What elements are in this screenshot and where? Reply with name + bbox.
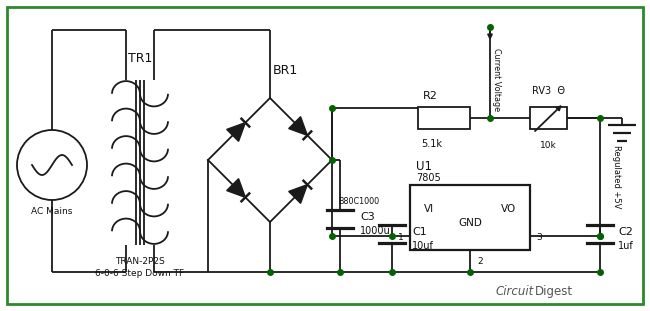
Text: 2: 2: [477, 258, 483, 267]
Text: RV3  Θ: RV3 Θ: [532, 86, 565, 96]
Text: Circuit: Circuit: [495, 285, 533, 298]
Text: 10uf: 10uf: [412, 241, 434, 251]
FancyBboxPatch shape: [530, 107, 567, 129]
Text: TR1: TR1: [128, 52, 152, 64]
Text: C3: C3: [360, 212, 375, 222]
Text: VO: VO: [500, 205, 516, 215]
Text: B80C1000: B80C1000: [338, 197, 379, 207]
Polygon shape: [289, 185, 307, 203]
Text: TRAN-2P2S: TRAN-2P2S: [115, 257, 165, 266]
Text: C2: C2: [618, 227, 633, 237]
FancyBboxPatch shape: [418, 107, 470, 129]
Polygon shape: [289, 117, 307, 135]
FancyBboxPatch shape: [410, 185, 530, 250]
Polygon shape: [227, 179, 245, 197]
Text: 5.1k: 5.1k: [421, 139, 442, 149]
Text: Current Voltage: Current Voltage: [493, 49, 502, 112]
Text: 6-0-6 Step Down TF: 6-0-6 Step Down TF: [96, 268, 185, 277]
Text: Digest: Digest: [535, 285, 573, 298]
Text: 10k: 10k: [540, 141, 557, 150]
Text: 1uf: 1uf: [618, 241, 634, 251]
Text: C1: C1: [412, 227, 427, 237]
Text: 1: 1: [398, 234, 404, 243]
Text: BR1: BR1: [272, 63, 298, 77]
Text: 1000u: 1000u: [360, 226, 391, 236]
Polygon shape: [227, 123, 245, 141]
Text: VI: VI: [424, 205, 434, 215]
Text: 3: 3: [536, 234, 542, 243]
Text: 7805: 7805: [416, 173, 441, 183]
Text: R2: R2: [423, 91, 438, 101]
Text: U1: U1: [416, 160, 432, 174]
Text: GND: GND: [458, 219, 482, 229]
Text: AC Mains: AC Mains: [31, 207, 73, 216]
Text: Regulated +5V: Regulated +5V: [612, 145, 621, 209]
